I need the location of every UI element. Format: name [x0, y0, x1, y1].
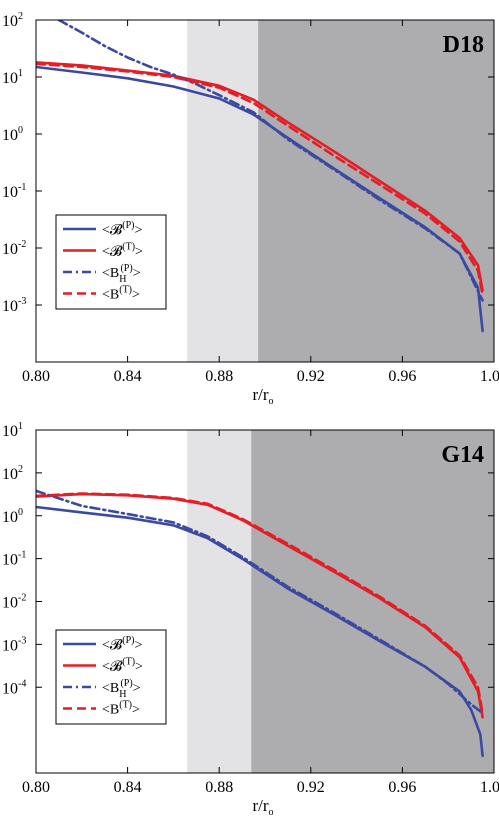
panel-title: G14 [441, 442, 484, 468]
series-group [36, 489, 484, 758]
x-tick-label: 0.88 [205, 368, 233, 385]
y-tick-label: 101 [2, 68, 23, 87]
y-tick-label: 10-3 [2, 635, 26, 654]
chart-panel-1: 0.80 0.84 0.88 0.92 0.96 1.00 102 101 100 10-1 10-… [2, 11, 499, 407]
panel-title: D18 [443, 32, 484, 58]
legend-label-4: <B(T)> [102, 285, 140, 303]
legend-label-4: <B(T)> [102, 700, 140, 718]
series-line-3 [36, 489, 484, 715]
legend: <𝓑(P)> <𝓑(T)> <BH(P)><B(T)> [55, 629, 167, 725]
x-tick-label: 0.80 [22, 779, 50, 796]
y-tick-label: 102 [2, 11, 23, 30]
shaded-region-2 [258, 20, 494, 362]
x-tick-label: 1.00 [480, 368, 499, 385]
x-axis-label: r/ro [252, 796, 273, 818]
y-tick-label: 100 [2, 507, 23, 526]
x-tick-label: 0.80 [22, 368, 50, 385]
x-tick-label: 1.00 [480, 779, 499, 796]
y-tick-label: 100 [2, 125, 23, 144]
y-tick-label: 10-4 [2, 678, 26, 697]
legend-box [55, 214, 167, 310]
y-tick-label: 10-2 [2, 239, 26, 258]
legend-label-1: <𝓑(P)> [102, 635, 142, 653]
y-tick-label: 10-1 [2, 182, 26, 201]
x-tick-label: 0.84 [114, 779, 142, 796]
series-group [36, 20, 484, 333]
x-tick-label: 0.92 [297, 368, 325, 385]
x-tick-label: 0.92 [297, 779, 325, 796]
y-tick-label: 101 [2, 421, 23, 440]
legend-label-2: <𝓑(T)> [102, 242, 143, 260]
y-tick-label: 10-2 [2, 593, 26, 612]
shaded-region-1 [187, 20, 259, 362]
series-line-1 [36, 505, 484, 758]
shaded-region-1 [187, 430, 252, 773]
legend-label-3: <BH(P)> [102, 263, 141, 285]
y-tick-label: 10-3 [2, 296, 26, 315]
x-tick-label: 0.96 [388, 368, 416, 385]
x-tick-label: 0.84 [114, 368, 142, 385]
x-tick-label: 0.88 [205, 779, 233, 796]
series-line-3 [57, 20, 484, 302]
shaded-region-2 [251, 430, 494, 773]
series-line-4 [36, 62, 484, 297]
series-line-4 [36, 492, 484, 715]
y-tick-label: 10-1 [2, 550, 26, 569]
legend-label-1: <𝓑(P)> [102, 220, 142, 238]
legend: <𝓑(P)> <𝓑(T)> <BH(P)><B(T)> [55, 214, 167, 310]
x-tick-label: 0.96 [388, 779, 416, 796]
x-axis-label: r/ro [252, 385, 273, 407]
legend-box [55, 629, 167, 725]
chart-panel-2: 0.80 0.84 0.88 0.92 0.96 1.00 101 102 100 10-1 10-… [2, 421, 499, 818]
legend-label-3: <BH(P)> [102, 678, 141, 700]
y-tick-label: 102 [2, 464, 23, 483]
legend-label-2: <𝓑(T)> [102, 657, 143, 675]
